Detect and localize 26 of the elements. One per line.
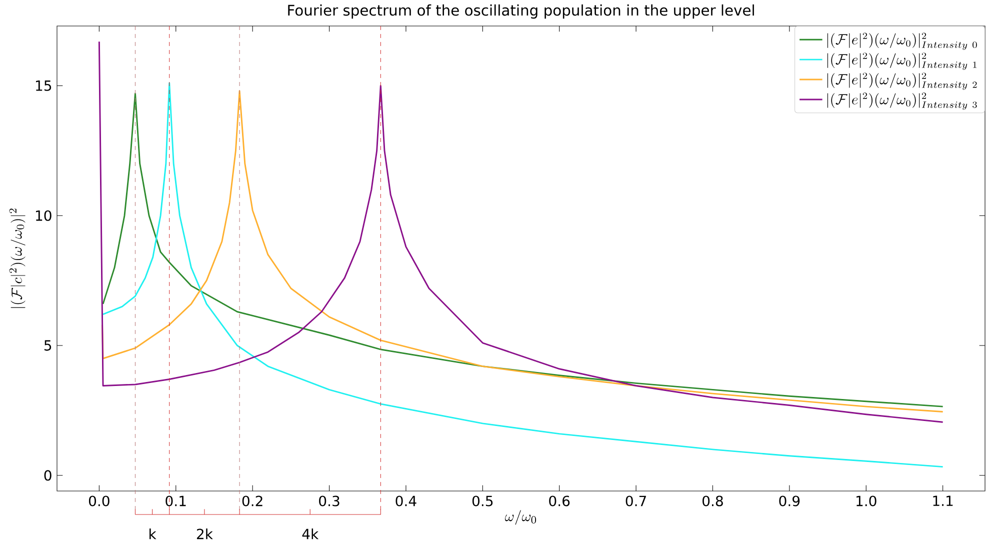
x-tick-label: 0.0 bbox=[88, 496, 110, 506]
x-tick-label: 0.2 bbox=[242, 496, 262, 506]
x-axis-title: $\omega/\omega_0$ bbox=[505, 510, 536, 525]
x-tick-label: 0.4 bbox=[396, 496, 416, 506]
x-tick-label: 0.6 bbox=[549, 496, 570, 506]
y-tick-label: 15 bbox=[36, 80, 52, 91]
legend-label: $|(\mathcal{F}|e|^2)(\omega/\omega_0)|^2_{Intensity\ 0}$ bbox=[827, 32, 977, 50]
y-tick-label: 0 bbox=[44, 470, 52, 481]
legend-label: $|(\mathcal{F}|e|^2)(\omega/\omega_0)|^2_{Intensity\ 2}$ bbox=[827, 72, 977, 90]
text: 4k bbox=[302, 528, 319, 540]
x-tick-label: 1.0 bbox=[856, 496, 876, 506]
legend-label: $|(\mathcal{F}|e|^2)(\omega/\omega_0)|^2_{Intensity\ 3}$ bbox=[827, 92, 977, 110]
x-tick-label: 1.1 bbox=[933, 496, 953, 506]
text: k bbox=[150, 528, 156, 540]
x-tick-label: 0.8 bbox=[702, 496, 723, 506]
x-tick-label: 0.7 bbox=[626, 496, 646, 506]
x-tick-label: 0.5 bbox=[472, 496, 493, 506]
y-tick-label: 10 bbox=[36, 210, 52, 221]
x-tick-label: 0.9 bbox=[779, 496, 800, 506]
chart-title: Fourier spectrum of the oscillating population in the upper level bbox=[288, 4, 754, 19]
legend-label: $|(\mathcal{F}|e|^2)(\omega/\omega_0)|^2_{Intensity\ 1}$ bbox=[827, 52, 976, 70]
y-tick-label: 5 bbox=[44, 340, 52, 351]
text: 2k bbox=[196, 528, 213, 540]
x-tick-label: 0.1 bbox=[166, 496, 186, 506]
x-tick-label: 0.3 bbox=[319, 496, 340, 506]
y-axis-title: $|(\mathcal{F}|c|^2)(\omega/\omega_0)|^2$ bbox=[9, 208, 26, 308]
